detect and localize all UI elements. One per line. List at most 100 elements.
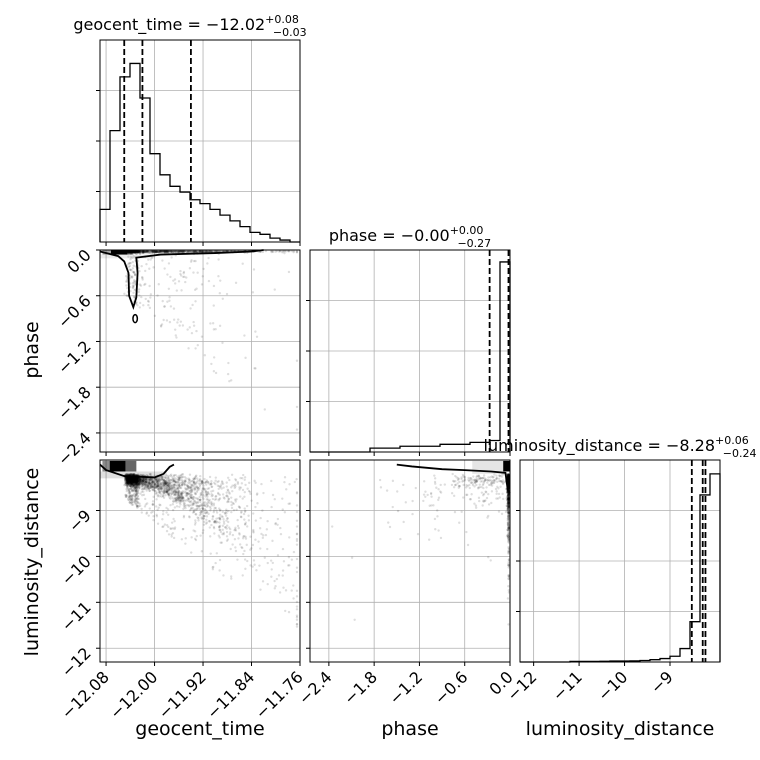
sample-point <box>161 512 165 516</box>
sample-point <box>151 510 154 513</box>
sample-point <box>274 522 277 526</box>
sample-point <box>235 498 238 501</box>
sample-point <box>139 250 142 253</box>
sample-point <box>133 250 136 254</box>
sample-point <box>149 486 153 490</box>
sample-point <box>142 250 145 253</box>
sample-point <box>131 503 134 506</box>
sample-point <box>172 250 175 254</box>
sample-point <box>173 474 176 477</box>
sample-point <box>287 249 290 253</box>
sample-point <box>253 563 256 566</box>
sample-point <box>483 479 486 482</box>
sample-point <box>167 287 171 290</box>
sample-point <box>185 477 188 480</box>
sample-point <box>241 497 244 500</box>
sample-point <box>278 591 282 594</box>
sample-point <box>229 575 233 578</box>
sample-point <box>134 250 138 253</box>
sample-point <box>404 501 407 504</box>
sample-point <box>163 251 166 254</box>
sample-point <box>261 250 265 254</box>
sample-point <box>135 250 138 253</box>
sample-point <box>491 480 494 483</box>
sample-point <box>162 250 165 253</box>
sample-point <box>422 480 426 483</box>
sample-point <box>190 551 193 554</box>
sample-point <box>295 428 299 431</box>
sample-point <box>254 519 258 522</box>
sample-point <box>153 250 157 254</box>
sample-point <box>148 267 151 270</box>
sample-point <box>283 476 287 479</box>
sample-point <box>169 503 172 507</box>
sample-point <box>138 250 141 253</box>
sample-point <box>203 250 206 253</box>
sample-point <box>132 250 136 253</box>
sample-point <box>133 250 137 253</box>
sample-point <box>391 479 395 483</box>
sample-point <box>255 335 259 338</box>
sample-point <box>215 517 218 520</box>
sample-point <box>175 250 179 253</box>
sample-point <box>218 517 222 521</box>
sample-point <box>194 492 197 496</box>
sample-point <box>198 250 201 253</box>
sample-point <box>143 250 147 253</box>
sample-point <box>212 509 216 512</box>
sample-point <box>177 318 180 321</box>
sample-point <box>281 497 284 500</box>
sample-point <box>227 361 230 365</box>
sample-point <box>124 280 128 283</box>
sample-point <box>217 485 221 488</box>
sample-point <box>165 485 169 488</box>
sample-point <box>132 488 135 491</box>
sample-point <box>207 480 210 484</box>
sample-point <box>133 250 136 253</box>
sample-point <box>136 251 139 254</box>
sample-point <box>227 526 231 529</box>
sample-point <box>134 250 138 253</box>
sample-point <box>194 300 197 303</box>
sample-point <box>243 476 247 479</box>
sample-point <box>254 367 257 370</box>
sample-point <box>244 567 247 571</box>
sample-point <box>135 250 139 253</box>
sample-point <box>495 474 498 477</box>
sample-point <box>144 250 148 254</box>
sample-point <box>145 250 148 253</box>
sample-point <box>135 250 139 253</box>
sample-point <box>135 250 138 253</box>
sample-point <box>142 250 145 254</box>
sample-point <box>129 275 133 278</box>
sample-point <box>128 477 131 480</box>
sample-point <box>174 250 178 253</box>
sample-point <box>153 250 157 253</box>
sample-point <box>275 249 279 253</box>
sample-point <box>331 525 334 528</box>
sample-point <box>184 537 187 540</box>
sample-point <box>270 568 273 571</box>
sample-point <box>262 534 265 537</box>
sample-point <box>157 506 160 509</box>
sample-point <box>128 492 131 496</box>
sample-point <box>181 251 184 254</box>
sample-point <box>247 514 250 517</box>
sample-point <box>273 288 276 291</box>
sample-point <box>152 250 156 253</box>
sample-point <box>188 326 191 329</box>
sample-point <box>142 251 145 254</box>
sample-point <box>136 250 140 253</box>
sample-point <box>141 250 144 254</box>
sample-point <box>292 250 295 254</box>
sample-point <box>151 251 154 255</box>
sample-point <box>295 250 299 253</box>
sample-point <box>160 249 163 253</box>
sample-point <box>140 250 144 253</box>
sample-point <box>177 494 181 497</box>
sample-point <box>396 490 399 493</box>
sample-point <box>159 250 162 253</box>
sample-point <box>142 250 145 254</box>
sample-point <box>189 490 193 494</box>
sample-point <box>225 494 228 498</box>
